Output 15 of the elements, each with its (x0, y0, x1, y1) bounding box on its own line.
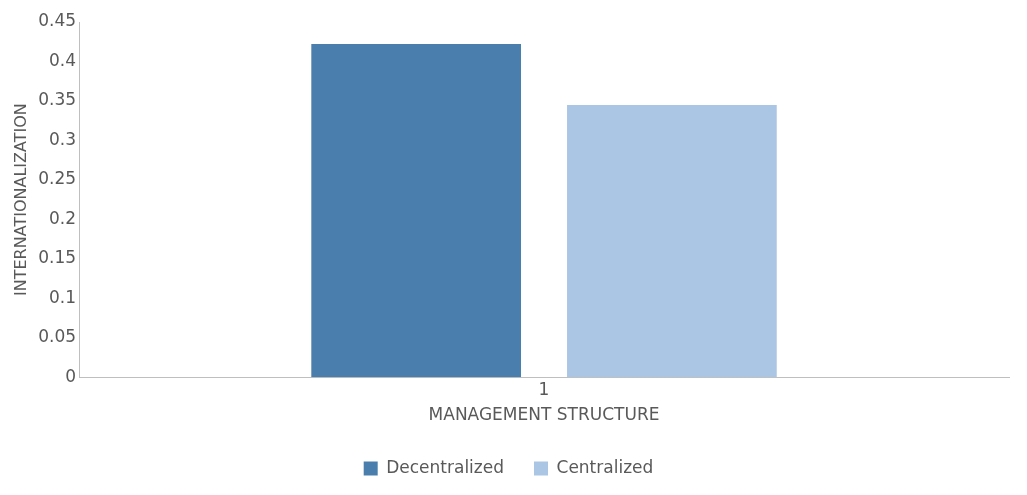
y-tick-label: 0.15 (38, 247, 77, 268)
x-tick-label: 1 (538, 378, 550, 399)
y-tick-label: 0.45 (38, 10, 77, 31)
x-axis-title: MANAGEMENT STRUCTURE (428, 404, 660, 425)
y-tick-label: 0.25 (38, 168, 77, 189)
y-tick-label: 0.4 (49, 49, 77, 70)
y-tick-label: 0.1 (49, 286, 77, 307)
y-tick-label: 0.35 (38, 89, 77, 110)
y-tick-label: 0.3 (49, 128, 77, 149)
y-axis-title: INTERNATIONALIZATION (10, 103, 30, 296)
y-tick-label: 0.05 (38, 326, 77, 347)
y-tick-label: 0 (65, 365, 77, 386)
legend-label: Centralized (556, 456, 654, 477)
y-tick-label: 0.2 (49, 207, 77, 228)
legend-label: Decentralized (386, 456, 505, 477)
